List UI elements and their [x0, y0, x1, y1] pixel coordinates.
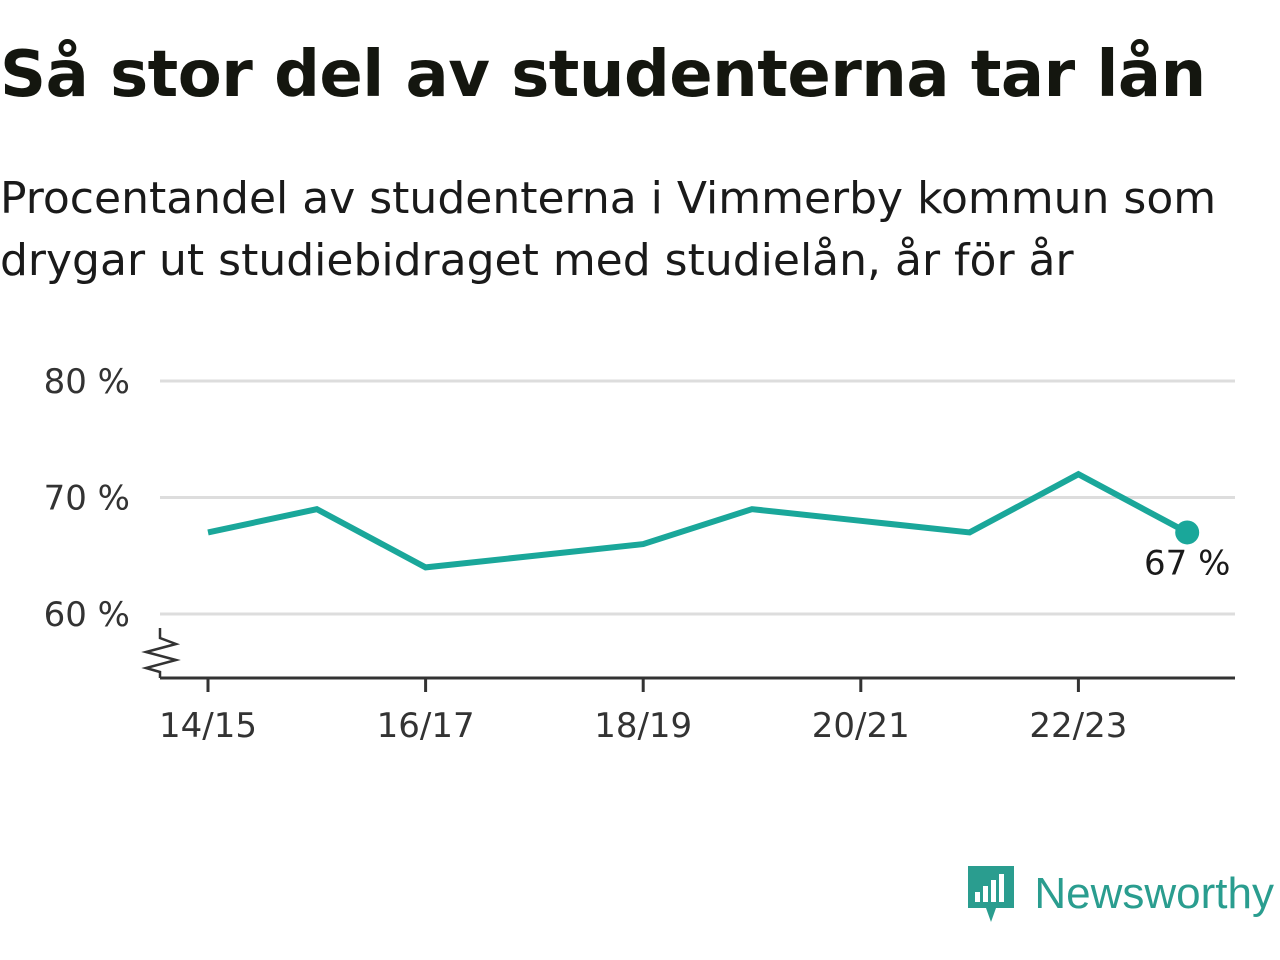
x-tick-label: 20/21: [812, 706, 910, 746]
last-data-point: [1175, 520, 1200, 545]
chart-title: Så stor del av studenterna tar lån: [0, 38, 1206, 112]
x-tick-label: 14/15: [159, 706, 257, 746]
y-axis-break: [141, 628, 181, 678]
y-tick-label: 80 %: [44, 362, 130, 402]
x-tick-label: 16/17: [377, 706, 475, 746]
newsworthy-logo: Newsworthy: [966, 864, 1274, 924]
x-tick-label: 18/19: [594, 706, 692, 746]
last-value-label: 67 %: [1144, 543, 1230, 583]
brand-name: Newsworthy: [1034, 869, 1274, 918]
y-tick-label: 70 %: [44, 479, 130, 519]
bar-chart-speech-bubble-icon: [968, 866, 1015, 922]
chart-subtitle: Procentandel av studenterna i Vimmerby k…: [0, 173, 1217, 286]
x-tick-label: 22/23: [1029, 706, 1127, 746]
series-line: [207, 470, 1189, 571]
y-tick-label: 60 %: [44, 595, 130, 635]
